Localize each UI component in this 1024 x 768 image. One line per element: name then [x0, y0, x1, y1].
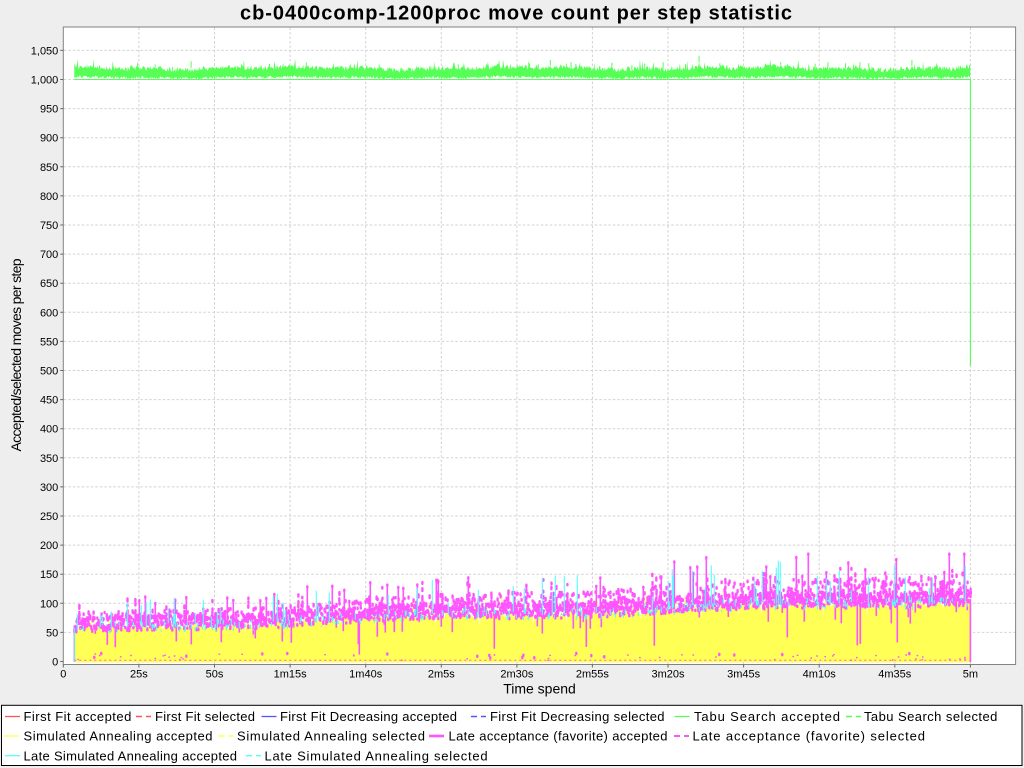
svg-text:200: 200: [40, 540, 58, 552]
svg-text:50: 50: [46, 627, 58, 639]
svg-text:850: 850: [40, 162, 58, 174]
svg-text:150: 150: [40, 569, 58, 581]
svg-text:0: 0: [60, 668, 66, 680]
svg-text:Simulated Annealing selected: Simulated Annealing selected: [237, 729, 425, 744]
svg-text:1m15s: 1m15s: [274, 668, 308, 680]
svg-text:2m55s: 2m55s: [576, 668, 610, 680]
svg-text:3m45s: 3m45s: [727, 668, 761, 680]
svg-text:950: 950: [40, 104, 58, 116]
svg-text:750: 750: [40, 220, 58, 232]
svg-text:1m40s: 1m40s: [349, 668, 383, 680]
svg-text:Late acceptance (favorite) acc: Late acceptance (favorite) accepted: [449, 729, 668, 744]
svg-text:50s: 50s: [206, 668, 224, 680]
svg-text:First Fit accepted: First Fit accepted: [24, 709, 132, 724]
svg-text:First Fit Decreasing accepted: First Fit Decreasing accepted: [280, 709, 457, 724]
svg-text:1,000: 1,000: [31, 75, 59, 87]
svg-text:250: 250: [40, 511, 58, 523]
svg-text:4m35s: 4m35s: [878, 668, 912, 680]
svg-text:cb-0400comp-1200proc move coun: cb-0400comp-1200proc move count per step…: [240, 3, 792, 25]
svg-text:Tabu Search accepted: Tabu Search accepted: [694, 709, 840, 724]
svg-text:600: 600: [40, 307, 58, 319]
svg-text:700: 700: [40, 249, 58, 261]
svg-text:4m10s: 4m10s: [803, 668, 837, 680]
svg-text:Late acceptance (favorite) sel: Late acceptance (favorite) selected: [693, 729, 926, 744]
svg-text:Late Simulated Annealing selec: Late Simulated Annealing selected: [265, 748, 488, 763]
svg-text:300: 300: [40, 482, 58, 494]
svg-text:1,050: 1,050: [31, 45, 59, 57]
svg-text:500: 500: [40, 366, 58, 378]
svg-text:0: 0: [52, 657, 58, 669]
svg-text:100: 100: [40, 598, 58, 610]
svg-text:3m20s: 3m20s: [651, 668, 685, 680]
svg-text:350: 350: [40, 453, 58, 465]
svg-text:Late Simulated Annealing accep: Late Simulated Annealing accepted: [24, 748, 238, 763]
svg-text:450: 450: [40, 395, 58, 407]
svg-text:2m5s: 2m5s: [428, 668, 455, 680]
svg-text:900: 900: [40, 133, 58, 145]
svg-text:5m: 5m: [963, 668, 978, 680]
svg-text:650: 650: [40, 278, 58, 290]
svg-text:800: 800: [40, 191, 58, 203]
svg-text:2m30s: 2m30s: [500, 668, 534, 680]
svg-text:First Fit selected: First Fit selected: [155, 709, 255, 724]
svg-text:25s: 25s: [130, 668, 148, 680]
svg-text:Accepted/selected moves per st: Accepted/selected moves per step: [8, 258, 24, 451]
svg-text:Simulated Annealing accepted: Simulated Annealing accepted: [24, 729, 213, 744]
svg-text:400: 400: [40, 424, 58, 436]
svg-text:Time spend: Time spend: [503, 681, 576, 697]
svg-text:Tabu Search selected: Tabu Search selected: [864, 709, 997, 724]
svg-text:550: 550: [40, 336, 58, 348]
svg-text:First Fit Decreasing selected: First Fit Decreasing selected: [490, 709, 665, 724]
